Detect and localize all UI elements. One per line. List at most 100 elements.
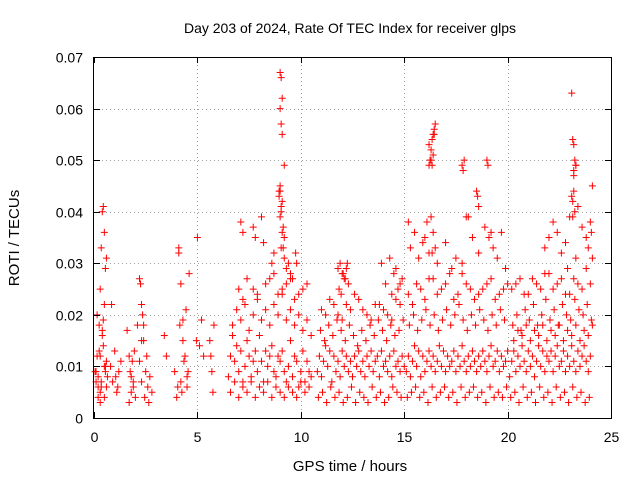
data-point bbox=[286, 270, 294, 278]
data-point bbox=[545, 234, 553, 241]
data-point bbox=[461, 393, 469, 401]
data-point bbox=[460, 357, 468, 365]
data-point bbox=[437, 285, 445, 293]
data-point bbox=[483, 368, 491, 376]
data-point bbox=[303, 316, 311, 324]
data-point bbox=[465, 388, 473, 396]
data-point bbox=[537, 285, 545, 293]
data-point bbox=[331, 393, 339, 401]
data-point bbox=[569, 383, 577, 391]
data-point bbox=[322, 311, 330, 319]
data-point bbox=[148, 388, 156, 396]
data-point bbox=[486, 383, 494, 391]
data-point bbox=[478, 388, 486, 396]
data-point bbox=[489, 362, 497, 370]
data-point bbox=[548, 399, 556, 407]
data-point bbox=[280, 161, 288, 169]
data-point bbox=[384, 311, 392, 319]
data-point bbox=[497, 352, 505, 360]
data-point bbox=[356, 388, 364, 396]
data-point bbox=[176, 321, 184, 329]
data-point bbox=[98, 208, 106, 216]
data-point bbox=[378, 326, 386, 334]
data-point bbox=[566, 362, 574, 370]
data-point bbox=[247, 378, 255, 386]
plot-frame bbox=[93, 57, 612, 419]
data-point bbox=[425, 141, 433, 149]
data-point bbox=[527, 388, 535, 396]
data-point bbox=[539, 321, 547, 329]
data-point bbox=[578, 285, 586, 293]
data-point bbox=[578, 352, 586, 360]
data-point bbox=[447, 321, 455, 329]
data-point bbox=[522, 368, 530, 376]
data-point bbox=[575, 306, 583, 314]
data-point bbox=[416, 393, 424, 401]
data-point bbox=[366, 321, 374, 329]
data-point bbox=[131, 393, 139, 401]
data-point bbox=[343, 393, 351, 401]
data-point bbox=[533, 357, 541, 365]
data-point bbox=[141, 393, 149, 401]
data-point bbox=[458, 259, 466, 267]
data-point bbox=[344, 368, 352, 376]
data-point bbox=[274, 311, 282, 319]
data-point bbox=[450, 347, 458, 355]
data-point bbox=[276, 68, 284, 76]
data-point bbox=[504, 280, 512, 288]
data-point bbox=[177, 280, 185, 288]
data-point bbox=[339, 399, 347, 407]
data-point bbox=[446, 270, 454, 278]
data-point bbox=[292, 249, 300, 257]
data-point bbox=[442, 368, 450, 376]
data-point bbox=[410, 311, 418, 319]
data-point bbox=[504, 347, 512, 355]
data-point bbox=[568, 192, 576, 200]
data-point bbox=[558, 301, 566, 309]
data-point bbox=[569, 213, 577, 221]
data-point bbox=[484, 326, 492, 334]
data-point bbox=[496, 306, 504, 314]
data-point bbox=[258, 213, 266, 221]
data-point bbox=[392, 264, 400, 272]
data-point bbox=[468, 234, 476, 241]
data-point bbox=[513, 311, 521, 319]
data-point bbox=[332, 368, 340, 376]
data-point bbox=[424, 399, 432, 407]
data-point bbox=[494, 388, 502, 396]
data-point bbox=[341, 337, 349, 345]
data-point bbox=[142, 368, 150, 376]
data-point bbox=[463, 326, 471, 334]
data-point bbox=[96, 352, 104, 360]
data-point bbox=[442, 239, 450, 247]
data-point bbox=[280, 254, 288, 262]
data-point bbox=[321, 337, 329, 345]
data-point bbox=[415, 254, 423, 262]
data-point bbox=[475, 290, 483, 298]
data-point bbox=[467, 311, 475, 319]
data-point bbox=[439, 347, 447, 355]
data-point bbox=[454, 352, 462, 360]
data-point bbox=[270, 368, 278, 376]
data-point bbox=[479, 285, 487, 293]
x-tick-label: 20 bbox=[501, 429, 517, 445]
data-point bbox=[423, 218, 431, 226]
data-point bbox=[355, 295, 363, 303]
data-point bbox=[399, 316, 407, 324]
data-point bbox=[394, 285, 402, 293]
data-point bbox=[458, 161, 466, 169]
data-point bbox=[490, 393, 498, 401]
data-point bbox=[388, 316, 396, 324]
data-point bbox=[433, 357, 441, 365]
data-point bbox=[483, 280, 491, 288]
data-point bbox=[249, 285, 257, 293]
data-point bbox=[521, 306, 529, 314]
data-point bbox=[472, 321, 480, 329]
data-point bbox=[582, 264, 590, 272]
data-point bbox=[347, 383, 355, 391]
data-point bbox=[268, 259, 276, 267]
data-point bbox=[497, 228, 505, 236]
data-point bbox=[200, 352, 208, 360]
data-point bbox=[107, 362, 115, 370]
